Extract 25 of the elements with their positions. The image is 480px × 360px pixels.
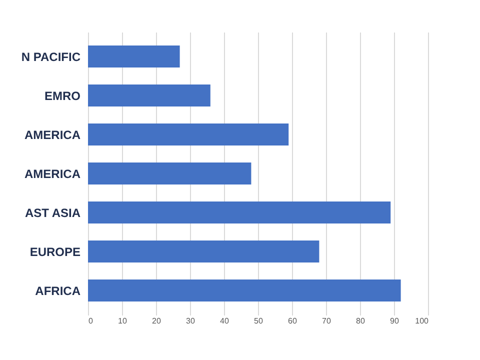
x-tick-label: 20 bbox=[152, 316, 162, 326]
x-tick-label: 10 bbox=[118, 316, 128, 326]
x-tick-label: 50 bbox=[254, 316, 264, 326]
y-tick-label: EUROPE bbox=[30, 245, 80, 259]
y-tick-label: AFRICA bbox=[35, 284, 81, 298]
bar bbox=[88, 46, 180, 68]
x-tick-label: 60 bbox=[288, 316, 298, 326]
x-tick-label: 30 bbox=[186, 316, 196, 326]
y-tick-label: AMERICA bbox=[24, 167, 81, 181]
y-tick-label: EMRO bbox=[44, 89, 80, 103]
x-tick-label: 40 bbox=[220, 316, 230, 326]
bar bbox=[88, 202, 391, 224]
x-tick-label: 100 bbox=[415, 316, 430, 326]
x-tick-label: 90 bbox=[390, 316, 400, 326]
bar bbox=[88, 124, 289, 146]
x-tick-label: 0 bbox=[88, 316, 94, 326]
x-tick-label: 80 bbox=[356, 316, 366, 326]
bar bbox=[88, 84, 210, 106]
y-tick-label: N PACIFIC bbox=[21, 50, 81, 64]
x-tick-label: 70 bbox=[322, 316, 332, 326]
bar bbox=[88, 280, 401, 302]
bar bbox=[88, 240, 320, 262]
y-tick-label: AMERICA bbox=[24, 128, 81, 142]
bar bbox=[88, 162, 252, 184]
y-tick-label: AST ASIA bbox=[24, 206, 81, 220]
